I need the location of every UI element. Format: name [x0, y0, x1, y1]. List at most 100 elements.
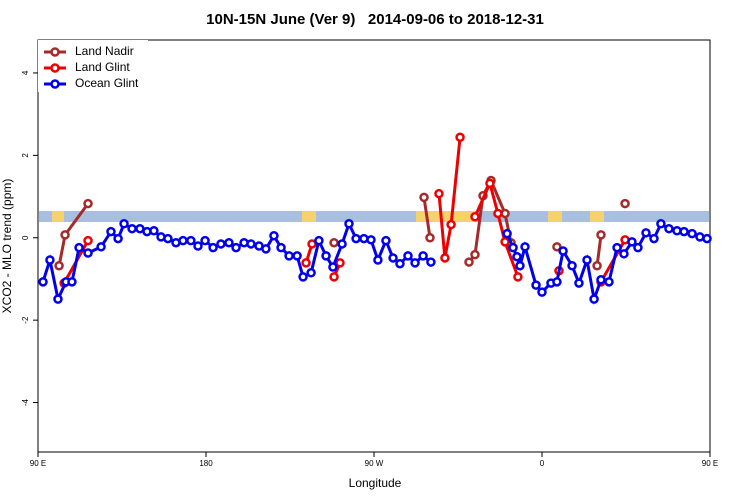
surface-band — [39, 211, 709, 222]
data-point — [306, 268, 316, 278]
data-point — [512, 251, 522, 262]
legend-marker — [50, 63, 60, 73]
legend-label: Ocean Glint — [75, 76, 139, 90]
data-point — [246, 239, 256, 249]
data-point — [425, 233, 435, 243]
data-point — [106, 226, 116, 237]
y-axis-label: XCO2 - MLO trend (ppm) — [0, 179, 14, 314]
data-point — [574, 278, 584, 288]
data-point — [513, 272, 523, 282]
data-point — [687, 228, 697, 239]
data-point — [558, 246, 568, 256]
data-point — [119, 219, 129, 229]
data-point — [589, 294, 599, 304]
data-point — [470, 211, 480, 222]
data-point — [641, 228, 651, 238]
data-point — [612, 242, 622, 253]
data-point — [702, 233, 712, 244]
data-point — [54, 261, 64, 271]
data-point — [520, 242, 530, 252]
series-line — [62, 137, 627, 284]
data-point — [403, 251, 413, 261]
data-point — [531, 280, 541, 290]
data-point — [373, 255, 383, 265]
data-point — [552, 277, 562, 287]
data-point — [515, 261, 525, 271]
data-point — [45, 255, 55, 265]
data-point — [464, 257, 474, 267]
x-tick-label: 90 W — [365, 459, 384, 468]
data-point — [381, 235, 391, 246]
data-point — [418, 251, 428, 261]
data-point — [178, 235, 188, 246]
data-point — [366, 235, 376, 245]
data-point — [426, 257, 436, 267]
data-point — [395, 258, 405, 269]
x-tick-label: 90 E — [30, 459, 46, 468]
data-point — [649, 233, 659, 244]
series-line — [59, 181, 625, 266]
data-point — [633, 242, 643, 253]
data-point — [337, 239, 347, 249]
legend-label: Land Nadir — [75, 44, 134, 58]
x-tick-label: 90 E — [702, 459, 718, 468]
legend-marker — [50, 79, 60, 89]
data-point — [592, 261, 602, 271]
data-point — [193, 241, 203, 251]
data-point — [328, 262, 338, 272]
y-tick-label: 2 — [21, 153, 30, 158]
data-point — [321, 251, 331, 261]
y-tick-label: -4 — [21, 398, 30, 406]
data-point — [410, 258, 420, 268]
x-tick-label: 180 — [199, 459, 213, 468]
data-point — [261, 244, 271, 254]
data-point — [679, 226, 689, 237]
y-tick-label: 4 — [21, 70, 30, 75]
data-point — [127, 223, 137, 234]
data-point — [419, 192, 429, 203]
data-point — [216, 239, 226, 249]
data-point — [163, 233, 173, 244]
data-point — [502, 228, 512, 239]
data-point — [276, 242, 286, 253]
data-point — [231, 242, 241, 253]
data-point — [344, 219, 354, 229]
data-point — [301, 258, 311, 268]
data-point — [434, 188, 444, 199]
data-point — [604, 277, 614, 287]
data-point — [627, 237, 637, 247]
data-point — [298, 272, 308, 282]
data-point — [208, 242, 218, 253]
data-point — [329, 237, 339, 248]
data-point — [83, 198, 93, 209]
data-point — [582, 255, 592, 265]
chart-title: 10N-15N June (Ver 9) 2014-09-06 to 2018-… — [206, 11, 544, 28]
data-point — [455, 132, 465, 142]
data-point — [440, 253, 450, 263]
y-tick-label: 0 — [21, 235, 30, 240]
data-point — [537, 287, 547, 297]
data-point — [388, 253, 398, 263]
data-point — [314, 235, 324, 246]
data-point — [664, 223, 674, 234]
data-point — [292, 251, 302, 261]
data-point — [53, 294, 63, 304]
data-point — [335, 258, 345, 268]
data-point — [470, 249, 480, 260]
data-point — [596, 275, 606, 285]
data-point — [67, 277, 77, 287]
data-point — [200, 235, 210, 246]
x-axis-label: Longitude — [349, 476, 402, 490]
data-point — [83, 248, 93, 258]
data-point — [446, 219, 456, 230]
x-tick-label: 0 — [540, 459, 545, 468]
data-point — [149, 226, 159, 236]
data-point — [656, 219, 666, 229]
data-point — [351, 233, 361, 244]
data-point — [359, 233, 369, 244]
legend-label: Land Glint — [75, 60, 130, 74]
data-point — [493, 208, 503, 219]
data-point — [485, 178, 495, 189]
data-point — [224, 237, 234, 248]
